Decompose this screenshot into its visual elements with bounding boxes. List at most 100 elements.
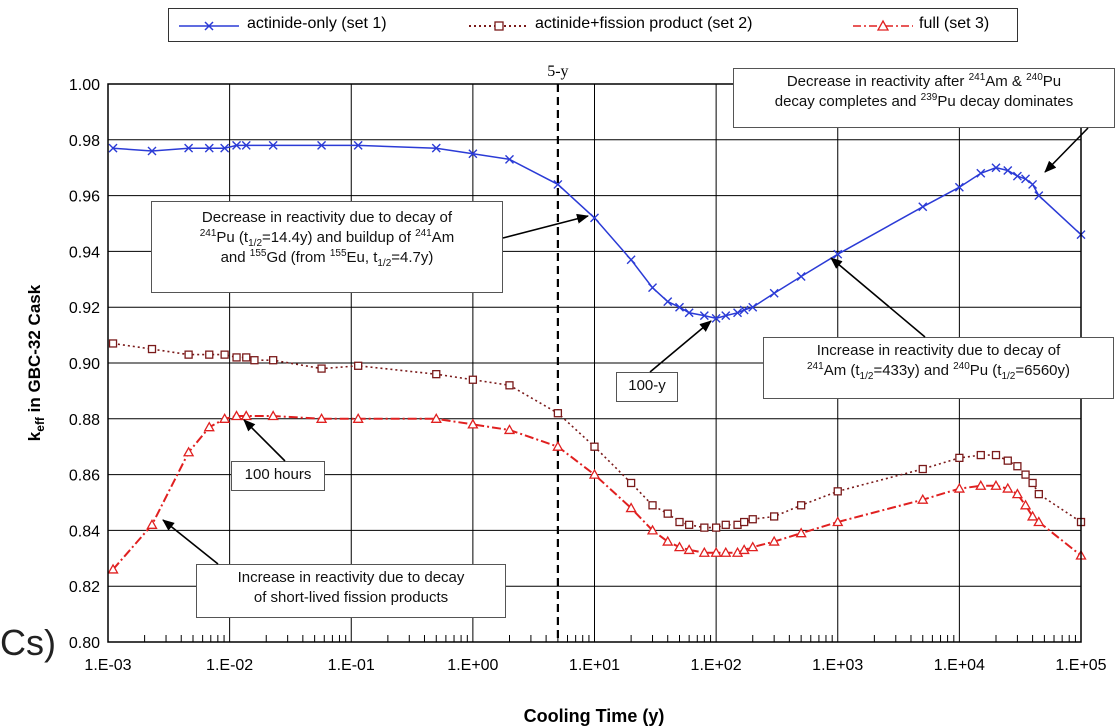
data-point-x (1012, 171, 1022, 181)
data-point-square (147, 344, 157, 354)
data-point-square (1021, 470, 1030, 479)
arrow-100-hours (243, 419, 286, 462)
y-tick-label: 0.84 (69, 523, 100, 540)
data-point-triangle (768, 535, 780, 546)
arrow-100-y (649, 320, 712, 373)
x-tick-label: 1.E+00 (447, 657, 498, 674)
annotation-pu241-decay: Decrease in reactivity due to decay of 2… (151, 201, 503, 293)
data-point-x (1028, 179, 1038, 189)
data-point-square (711, 523, 721, 532)
legend-swatch-set2 (469, 21, 529, 31)
data-point-square (721, 520, 730, 529)
data-point-square (955, 453, 964, 463)
data-point-x (468, 149, 478, 159)
data-point-x (204, 143, 214, 153)
data-point-x (108, 143, 118, 153)
data-point-x (504, 154, 514, 164)
data-point-x (1021, 174, 1031, 184)
data-point-x (954, 182, 964, 192)
annotation-am241-pu240: Increase in reactivity due to decay of 2… (763, 337, 1114, 399)
data-point-triangle (832, 516, 844, 527)
legend-label-set1: actinide-only (set 1) (247, 15, 387, 32)
series-2 (108, 339, 1086, 532)
series-line-2 (112, 342, 1082, 529)
data-point-square (663, 509, 672, 518)
data-point-square (468, 375, 478, 384)
data-point-x (748, 302, 758, 312)
data-point-x (648, 283, 658, 293)
data-point-square (432, 370, 441, 379)
data-point-triangle (1002, 482, 1014, 493)
data-point-square (317, 364, 326, 373)
annotation-100-hours: 100 hours (231, 461, 325, 491)
legend-label-set2: actinide+fission product (set 2) (535, 15, 753, 32)
y-tick-label: 0.96 (69, 189, 100, 206)
x-tick-label: 1.E+02 (691, 657, 742, 674)
data-point-square (1034, 489, 1043, 499)
data-point-triangle (710, 546, 722, 557)
data-point-square (770, 512, 779, 521)
data-point-x (675, 302, 685, 312)
data-point-triangle (738, 544, 750, 555)
data-point-square (700, 523, 709, 532)
data-point-triangle (552, 440, 564, 451)
data-point-triangle (673, 541, 686, 552)
data-point-triangle (230, 410, 243, 421)
data-point-x (353, 140, 363, 150)
x-tick-label: 1.E+03 (812, 657, 863, 674)
y-tick-label: 0.98 (69, 133, 100, 150)
edge-fragment-text: Cs) (0, 622, 56, 663)
legend-swatch-set1 (179, 21, 239, 31)
data-point-triangle (267, 410, 279, 421)
series-line-3 (112, 415, 1082, 571)
data-point-triangle (795, 527, 807, 538)
data-point-triangle (698, 546, 710, 557)
y-tick-label: 0.88 (69, 412, 100, 429)
arrow-am-pu-decay (1044, 127, 1089, 173)
data-point-square (205, 350, 214, 359)
data-point-x (769, 288, 779, 298)
data-point-square (748, 515, 757, 524)
data-point-square (684, 520, 694, 529)
data-point-square (232, 353, 241, 362)
data-point-x (918, 202, 928, 212)
data-point-x (739, 305, 749, 315)
data-point-triangle (352, 412, 364, 423)
data-point-square (675, 517, 684, 527)
data-point-square (918, 464, 927, 474)
data-point-x (241, 140, 251, 150)
data-point-x (663, 297, 673, 307)
arrow-short-lived (162, 519, 219, 565)
series-group (107, 140, 1087, 574)
data-point-x (147, 146, 157, 156)
data-point-triangle (203, 421, 215, 432)
data-point-x (976, 168, 986, 178)
data-point-triangle (646, 524, 659, 535)
data-point-square (354, 361, 363, 370)
data-point-square (250, 356, 259, 365)
data-point-triangle (625, 502, 637, 513)
data-point-triangle (467, 418, 479, 429)
data-point-x (1034, 191, 1044, 201)
data-point-triangle (315, 412, 328, 423)
reference-line-label: 5-y (547, 63, 568, 80)
data-point-x (796, 272, 806, 282)
x-tick-label: 1.E-03 (84, 657, 131, 674)
data-point-square (269, 356, 278, 365)
data-point-x (220, 143, 230, 153)
data-point-triangle (1019, 499, 1032, 510)
annotation-am-pu-decay: Decrease in reactivity after 241Am & 240… (733, 68, 1115, 128)
data-point-triangle (107, 563, 119, 574)
data-point-square (242, 353, 251, 362)
data-point-x (711, 313, 721, 323)
data-point-square (626, 478, 636, 488)
data-point-triangle (219, 412, 231, 423)
data-point-x (431, 143, 441, 153)
data-point-x (553, 179, 563, 189)
data-point-triangle (503, 424, 516, 435)
series-1 (108, 140, 1086, 323)
data-point-x (1003, 165, 1013, 175)
x-tick-label: 1.E+01 (569, 657, 620, 674)
x-axis-label: Cooling Time (y) (524, 706, 665, 726)
